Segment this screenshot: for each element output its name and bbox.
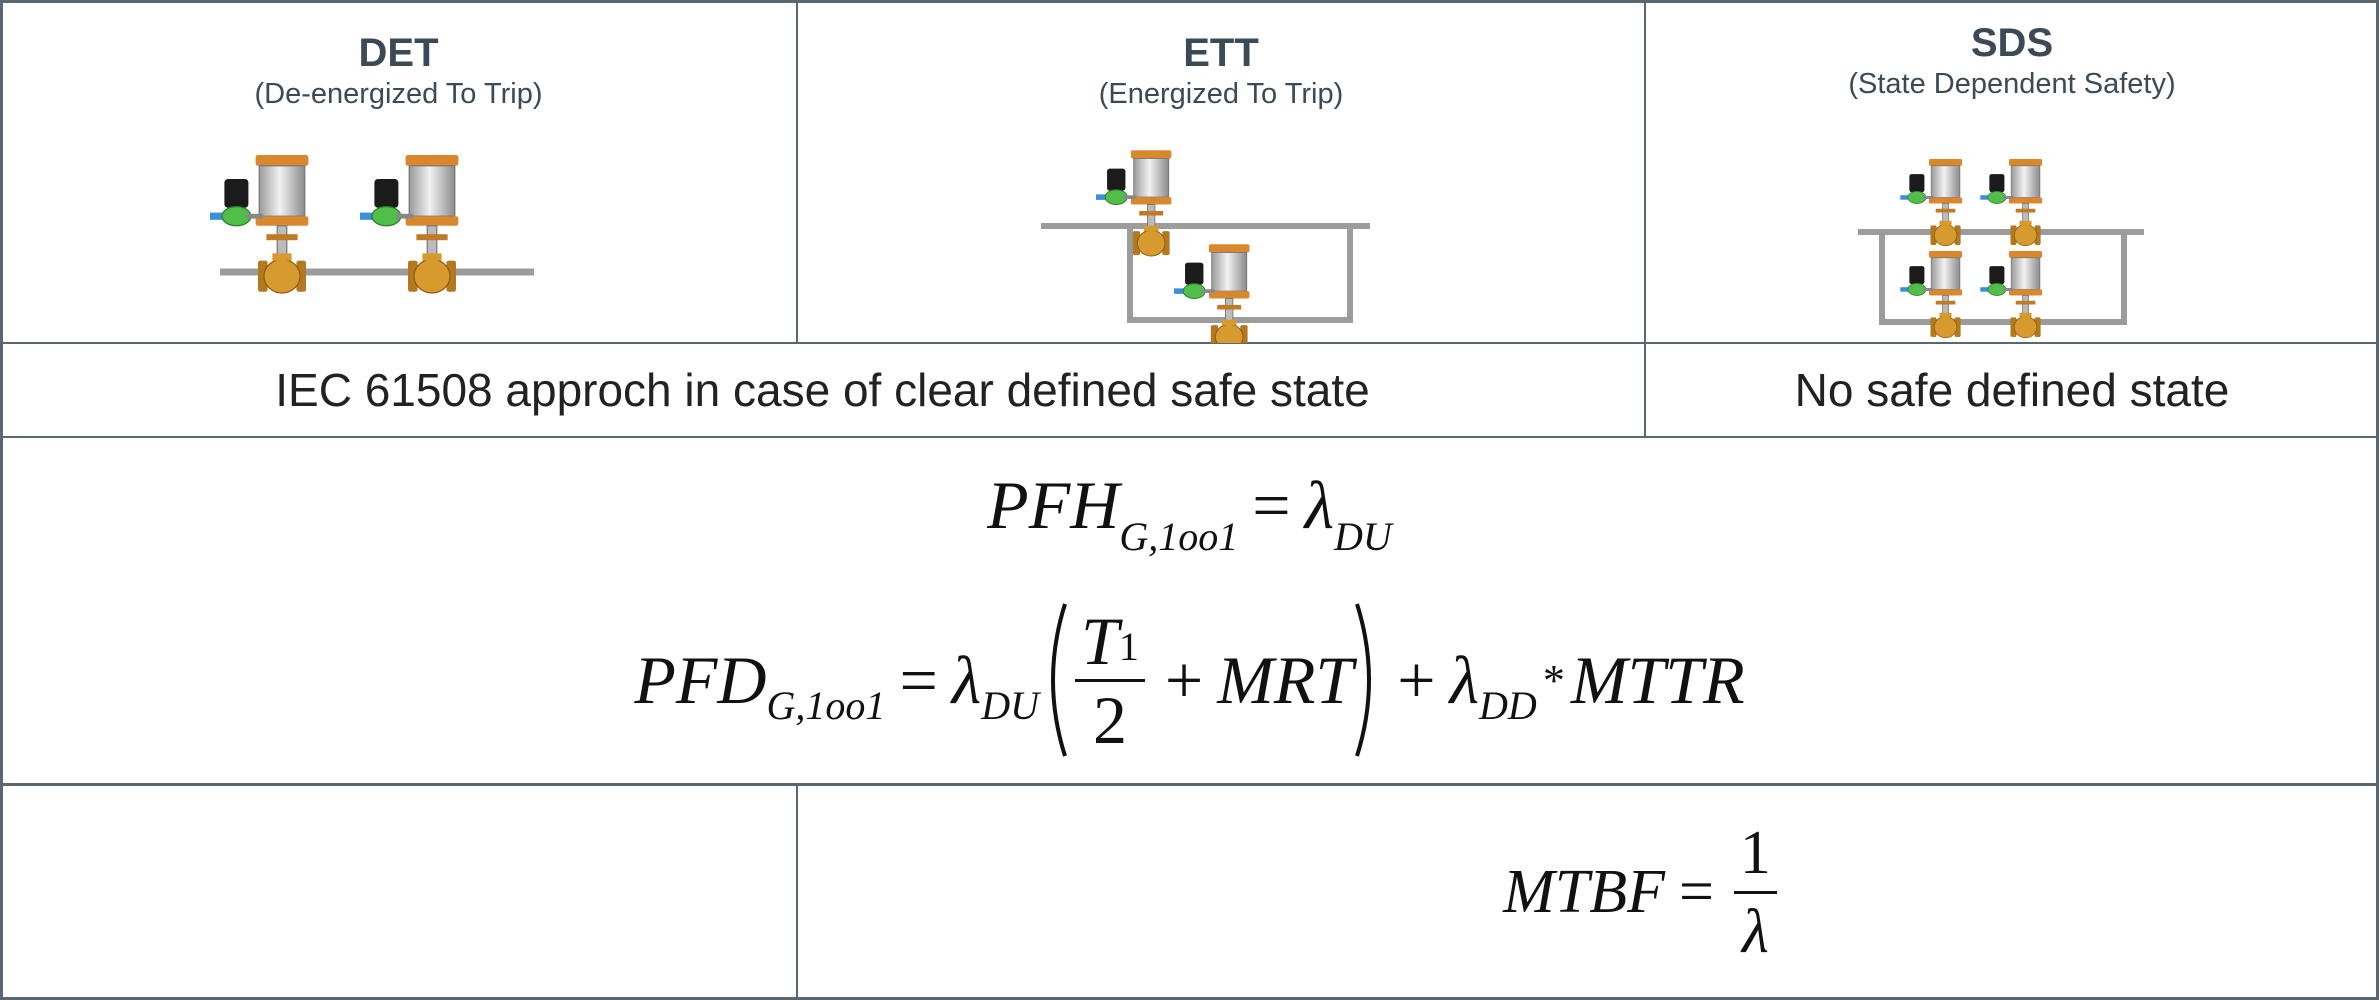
- border: [2376, 0, 2379, 1000]
- header-title: DET: [358, 31, 439, 75]
- formula-symbol: λ: [1304, 466, 1335, 543]
- fraction-denominator: λ: [1741, 898, 1769, 966]
- approach-text: No safe defined state: [1794, 364, 2230, 416]
- border: [0, 783, 2379, 786]
- formula-operator: =: [1678, 858, 1714, 926]
- formula-operator: =: [1252, 466, 1291, 543]
- border: [0, 0, 2379, 3]
- formula-symbol: MRT: [1217, 641, 1354, 718]
- header-cell: ETT (Energized To Trip): [797, 30, 1645, 112]
- formula-operator: +: [1164, 641, 1204, 718]
- header-subtitle: (De-energized To Trip): [254, 78, 543, 110]
- paren: [1051, 603, 1067, 757]
- border: [0, 342, 2379, 344]
- header-title: ETT: [1183, 31, 1259, 75]
- fraction-numerator: 1: [1733, 815, 1777, 894]
- ett-pipe: [1041, 223, 1370, 323]
- valve-icon: [1174, 244, 1250, 343]
- formula-operator: +: [1397, 641, 1436, 718]
- formula-symbol: λ: [1449, 641, 1480, 718]
- formula-pfh: PFH G,1oo1 = λ DU: [0, 460, 2379, 560]
- formula-subscript: DU: [981, 683, 1040, 728]
- approach-text: IEC 61508 approch in case of clear defin…: [275, 364, 1370, 416]
- fraction-denominator: 2: [1092, 681, 1127, 758]
- border: [0, 0, 3, 1000]
- formula-operator: =: [899, 641, 938, 718]
- formula-subscript: 1: [1118, 623, 1139, 669]
- valve-icon: [1096, 150, 1172, 257]
- border: [796, 784, 798, 1000]
- border: [1644, 0, 1646, 437]
- formula-symbol: T: [1081, 602, 1119, 679]
- formula-symbol: PFH: [987, 466, 1120, 543]
- valve-illustrations: [210, 150, 2144, 343]
- header-subtitle: (State Dependent Safety): [1848, 68, 2176, 100]
- sds-pipe: [1858, 229, 2144, 325]
- header-cell: SDS (State Dependent Safety): [1645, 20, 2379, 102]
- border: [796, 0, 798, 343]
- paren: [1355, 603, 1372, 757]
- formula-symbol: MTTR: [1570, 641, 1745, 718]
- header-cell: DET (De-energized To Trip): [0, 30, 797, 112]
- formula-symbol: λ: [951, 641, 982, 718]
- header-subtitle: (Energized To Trip): [1098, 78, 1344, 110]
- formula-symbol: MTBF: [1503, 858, 1665, 926]
- formula-subscript: DU: [1334, 514, 1392, 559]
- border: [0, 997, 2379, 1000]
- formula-subscript: G,1oo1: [1119, 514, 1239, 559]
- formula-subscript: DD: [1479, 683, 1537, 728]
- header-title: SDS: [1970, 21, 2054, 65]
- formula-symbol: PFD: [634, 641, 767, 718]
- formula-subscript: G,1oo1: [766, 683, 886, 728]
- fraction: 1 λ: [1733, 815, 1777, 970]
- formula-operator: *: [1542, 655, 1565, 705]
- formula-mtbf: MTBF = 1 λ: [1300, 805, 1986, 980]
- border: [0, 436, 2379, 438]
